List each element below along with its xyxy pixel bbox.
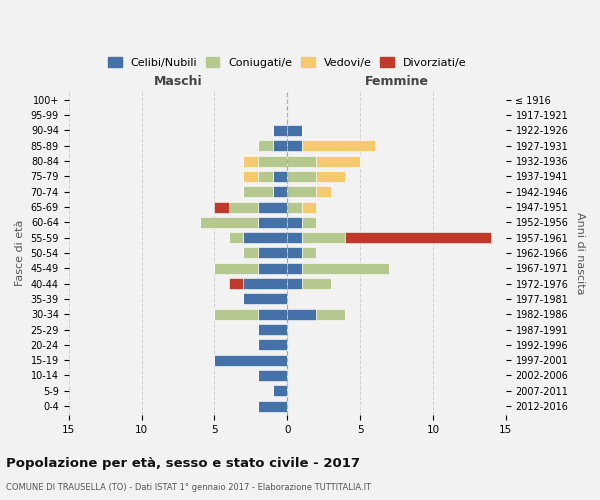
- Text: Maschi: Maschi: [154, 76, 202, 88]
- Bar: [287, 308, 316, 320]
- Bar: [302, 217, 316, 228]
- Y-axis label: Anni di nascita: Anni di nascita: [575, 212, 585, 294]
- Bar: [214, 202, 229, 212]
- Bar: [244, 156, 258, 166]
- Bar: [244, 232, 287, 243]
- Text: Femmine: Femmine: [364, 76, 428, 88]
- Bar: [287, 140, 302, 151]
- Bar: [287, 202, 302, 212]
- Bar: [302, 263, 389, 274]
- Bar: [200, 217, 258, 228]
- Text: Popolazione per età, sesso e stato civile - 2017: Popolazione per età, sesso e stato civil…: [6, 458, 360, 470]
- Bar: [346, 232, 491, 243]
- Bar: [287, 171, 316, 182]
- Bar: [272, 386, 287, 396]
- Bar: [272, 186, 287, 197]
- Bar: [244, 171, 258, 182]
- Bar: [244, 248, 258, 258]
- Bar: [244, 294, 287, 304]
- Bar: [214, 308, 258, 320]
- Bar: [316, 156, 360, 166]
- Bar: [316, 186, 331, 197]
- Bar: [258, 140, 272, 151]
- Bar: [316, 171, 346, 182]
- Bar: [287, 248, 302, 258]
- Bar: [287, 186, 316, 197]
- Bar: [287, 125, 302, 136]
- Bar: [258, 156, 287, 166]
- Bar: [258, 400, 287, 411]
- Bar: [229, 202, 258, 212]
- Bar: [302, 248, 316, 258]
- Y-axis label: Fasce di età: Fasce di età: [15, 220, 25, 286]
- Bar: [302, 278, 331, 289]
- Bar: [229, 232, 244, 243]
- Bar: [272, 171, 287, 182]
- Bar: [287, 263, 302, 274]
- Bar: [258, 217, 287, 228]
- Bar: [258, 340, 287, 350]
- Text: COMUNE DI TRAUSELLA (TO) - Dati ISTAT 1° gennaio 2017 - Elaborazione TUTTITALIA.: COMUNE DI TRAUSELLA (TO) - Dati ISTAT 1°…: [6, 482, 371, 492]
- Bar: [258, 263, 287, 274]
- Bar: [229, 278, 244, 289]
- Bar: [214, 354, 287, 366]
- Bar: [287, 278, 302, 289]
- Bar: [258, 324, 287, 335]
- Bar: [272, 125, 287, 136]
- Bar: [258, 202, 287, 212]
- Bar: [258, 370, 287, 381]
- Bar: [272, 140, 287, 151]
- Bar: [287, 232, 302, 243]
- Bar: [258, 248, 287, 258]
- Legend: Celibi/Nubili, Coniugati/e, Vedovi/e, Divorziati/e: Celibi/Nubili, Coniugati/e, Vedovi/e, Di…: [109, 57, 466, 68]
- Bar: [258, 308, 287, 320]
- Bar: [287, 156, 316, 166]
- Bar: [244, 278, 287, 289]
- Bar: [302, 232, 346, 243]
- Bar: [287, 217, 302, 228]
- Bar: [244, 186, 272, 197]
- Bar: [214, 263, 258, 274]
- Bar: [302, 202, 316, 212]
- Bar: [316, 308, 346, 320]
- Bar: [258, 171, 272, 182]
- Bar: [302, 140, 374, 151]
